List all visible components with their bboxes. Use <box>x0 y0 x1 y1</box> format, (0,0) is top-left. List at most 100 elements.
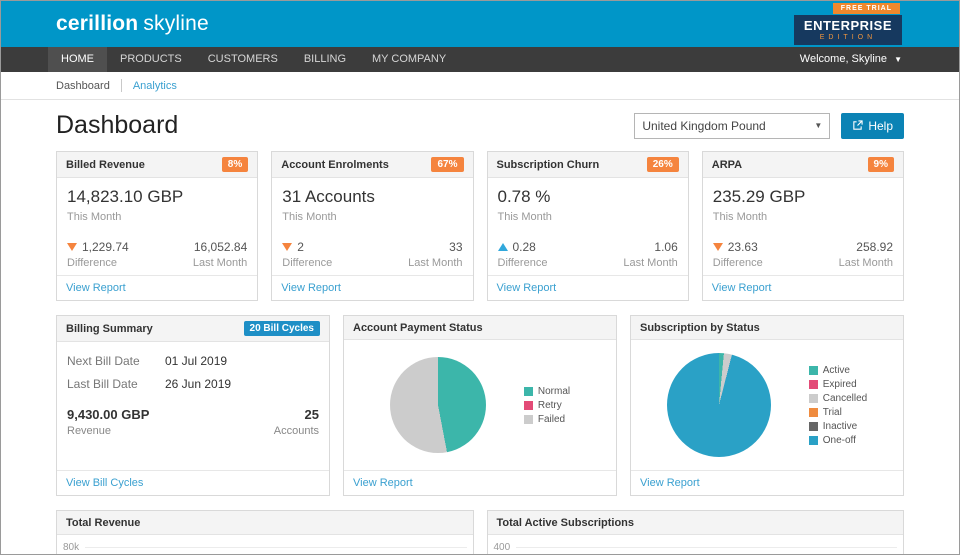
view-report-link[interactable]: View Report <box>640 477 700 489</box>
card-body: Next Bill Date 01 Jul 2019 Last Bill Dat… <box>57 342 329 437</box>
legend-swatch <box>808 393 818 403</box>
last-month-value: 16,052.84 <box>193 240 248 254</box>
card-header: Billed Revenue 8% <box>57 152 258 178</box>
card-title: Total Active Subscriptions <box>496 516 635 529</box>
diff-labels: Difference Last Month <box>498 257 678 269</box>
logo-cerillion: cerillion <box>56 12 139 35</box>
help-button-label: Help <box>868 118 893 133</box>
card-header: Subscription by Status <box>631 316 903 340</box>
nav-tab-home[interactable]: HOME <box>48 47 107 72</box>
legend-item-trial: Trial <box>808 406 867 418</box>
card-body: 31 Accounts This Month 2 33 Difference L… <box>272 178 472 275</box>
legend-item-retry: Retry <box>523 399 570 411</box>
legend-item-active: Active <box>808 364 867 376</box>
logo[interactable]: cerillion skyline <box>56 12 209 36</box>
view-report-link[interactable]: View Report <box>281 282 341 294</box>
card-body: 400 <box>488 535 904 553</box>
legend-swatch <box>808 421 818 431</box>
next-bill-date-row: Next Bill Date 01 Jul 2019 <box>67 354 319 368</box>
user-menu[interactable]: Welcome, Skyline ▼ <box>800 47 959 72</box>
view-bill-cycles-link[interactable]: View Bill Cycles <box>66 477 144 489</box>
middle-row: Billing Summary 20 Bill Cycles Next Bill… <box>56 315 904 496</box>
card-header: Account Enrolments 67% <box>272 152 473 178</box>
row-label: Next Bill Date <box>67 354 140 368</box>
last-month-label: Last Month <box>623 257 678 269</box>
payment-status-legend: Normal Retry Failed <box>523 385 571 425</box>
y-axis-tick: 80k <box>63 542 80 553</box>
kpi-value: 14,823.10 GBP <box>67 187 184 206</box>
legend-label: Trial <box>822 406 842 418</box>
view-report-link[interactable]: View Report <box>496 282 557 294</box>
kpi-value: 0.78 % <box>497 187 551 206</box>
subnav-analytics[interactable]: Analytics <box>132 79 177 92</box>
down-arrow-icon <box>712 243 723 251</box>
percent-badge: 9% <box>867 157 894 172</box>
revenue-label: Revenue <box>67 425 112 437</box>
card-footer: View Report <box>702 275 903 300</box>
diff-label: Difference <box>712 257 763 269</box>
edition-sub: EDITION <box>819 34 877 41</box>
card-body: Active Expired Cancelled Trial Inactive One-o… <box>631 340 903 470</box>
nav-tab-billing[interactable]: BILLING <box>303 53 347 65</box>
card-footer: View Report <box>487 275 688 300</box>
legend-label: Inactive <box>822 420 858 432</box>
last-month-value: 258.92 <box>856 240 893 254</box>
currency-select[interactable]: United Kingdom Pound ▼ <box>634 112 831 139</box>
view-report-link[interactable]: View Report <box>711 282 772 294</box>
free-trial-ribbon: FREE TRIAL <box>832 3 900 14</box>
edition-badge: FREE TRIAL ENTERPRISE EDITION <box>793 3 902 45</box>
legend-swatch <box>523 386 533 396</box>
view-report-link[interactable]: View Report <box>353 477 413 489</box>
edition-name: ENTERPRISE <box>803 18 892 33</box>
diff-value: 2 <box>297 240 304 254</box>
card-footer: View Report <box>344 470 616 495</box>
help-button[interactable]: Help <box>841 112 904 139</box>
diff-left: 1,229.74 <box>67 240 129 254</box>
diff-labels: Difference Last Month <box>282 257 462 269</box>
diff-value: 1,229.74 <box>82 240 129 254</box>
diff-left: 0.28 <box>497 240 536 254</box>
down-arrow-icon <box>67 243 77 251</box>
diff-row: 1,229.74 16,052.84 <box>67 240 247 254</box>
main-nav: HOME PRODUCTS CUSTOMERS BILLING MY COMPA… <box>1 47 959 72</box>
sub-nav: Dashboard Analytics <box>1 72 959 100</box>
nav-tab-customers[interactable]: CUSTOMERS <box>207 53 278 65</box>
welcome-label: Welcome, Skyline <box>799 53 888 65</box>
edition-box: ENTERPRISE EDITION <box>793 15 902 45</box>
kpi-value: 31 Accounts <box>282 187 375 206</box>
legend-swatch <box>808 379 818 389</box>
diff-left: 2 <box>282 240 304 254</box>
legend-item-one-off: One-off <box>808 434 867 446</box>
payment-status-pie-chart <box>389 357 486 453</box>
view-report-link[interactable]: View Report <box>66 282 126 294</box>
kpi-period: This Month <box>282 211 337 223</box>
chevron-down-icon: ▼ <box>894 55 902 64</box>
nav-tab-products[interactable]: PRODUCTS <box>120 53 182 65</box>
accounts-value: 25 <box>304 407 319 422</box>
card-title: Account Payment Status <box>353 321 483 334</box>
legend-label: Expired <box>822 378 857 390</box>
logo-skyline: skyline <box>143 12 209 35</box>
legend-swatch <box>523 400 533 410</box>
kpi-card-account-enrolments: Account Enrolments 67% 31 Accounts This … <box>271 151 474 301</box>
card-header: Total Active Subscriptions <box>487 511 903 535</box>
card-title: Account Enrolments <box>281 158 389 171</box>
y-axis-tick: 400 <box>493 542 511 553</box>
card-footer: View Bill Cycles <box>57 470 329 495</box>
last-month-label: Last Month <box>838 257 893 269</box>
kpi-value: 235.29 GBP <box>712 187 806 206</box>
card-header: Account Payment Status <box>344 316 616 340</box>
legend-label: Normal <box>537 385 571 397</box>
card-header: Billing Summary 20 Bill Cycles <box>57 316 329 342</box>
subnav-dashboard[interactable]: Dashboard <box>56 79 110 92</box>
nav-tab-my-company[interactable]: MY COMPANY <box>372 53 447 65</box>
diff-label: Difference <box>282 257 333 269</box>
bottom-row: Total Revenue 80k Total Active Subscript… <box>56 510 904 554</box>
last-bill-date-row: Last Bill Date 26 Jun 2019 <box>67 377 319 391</box>
down-arrow-icon <box>282 243 293 251</box>
legend-label: Active <box>822 364 850 376</box>
legend-swatch <box>523 414 533 424</box>
legend-label: Retry <box>537 399 562 411</box>
legend-label: One-off <box>822 434 856 446</box>
percent-badge: 8% <box>221 157 249 172</box>
